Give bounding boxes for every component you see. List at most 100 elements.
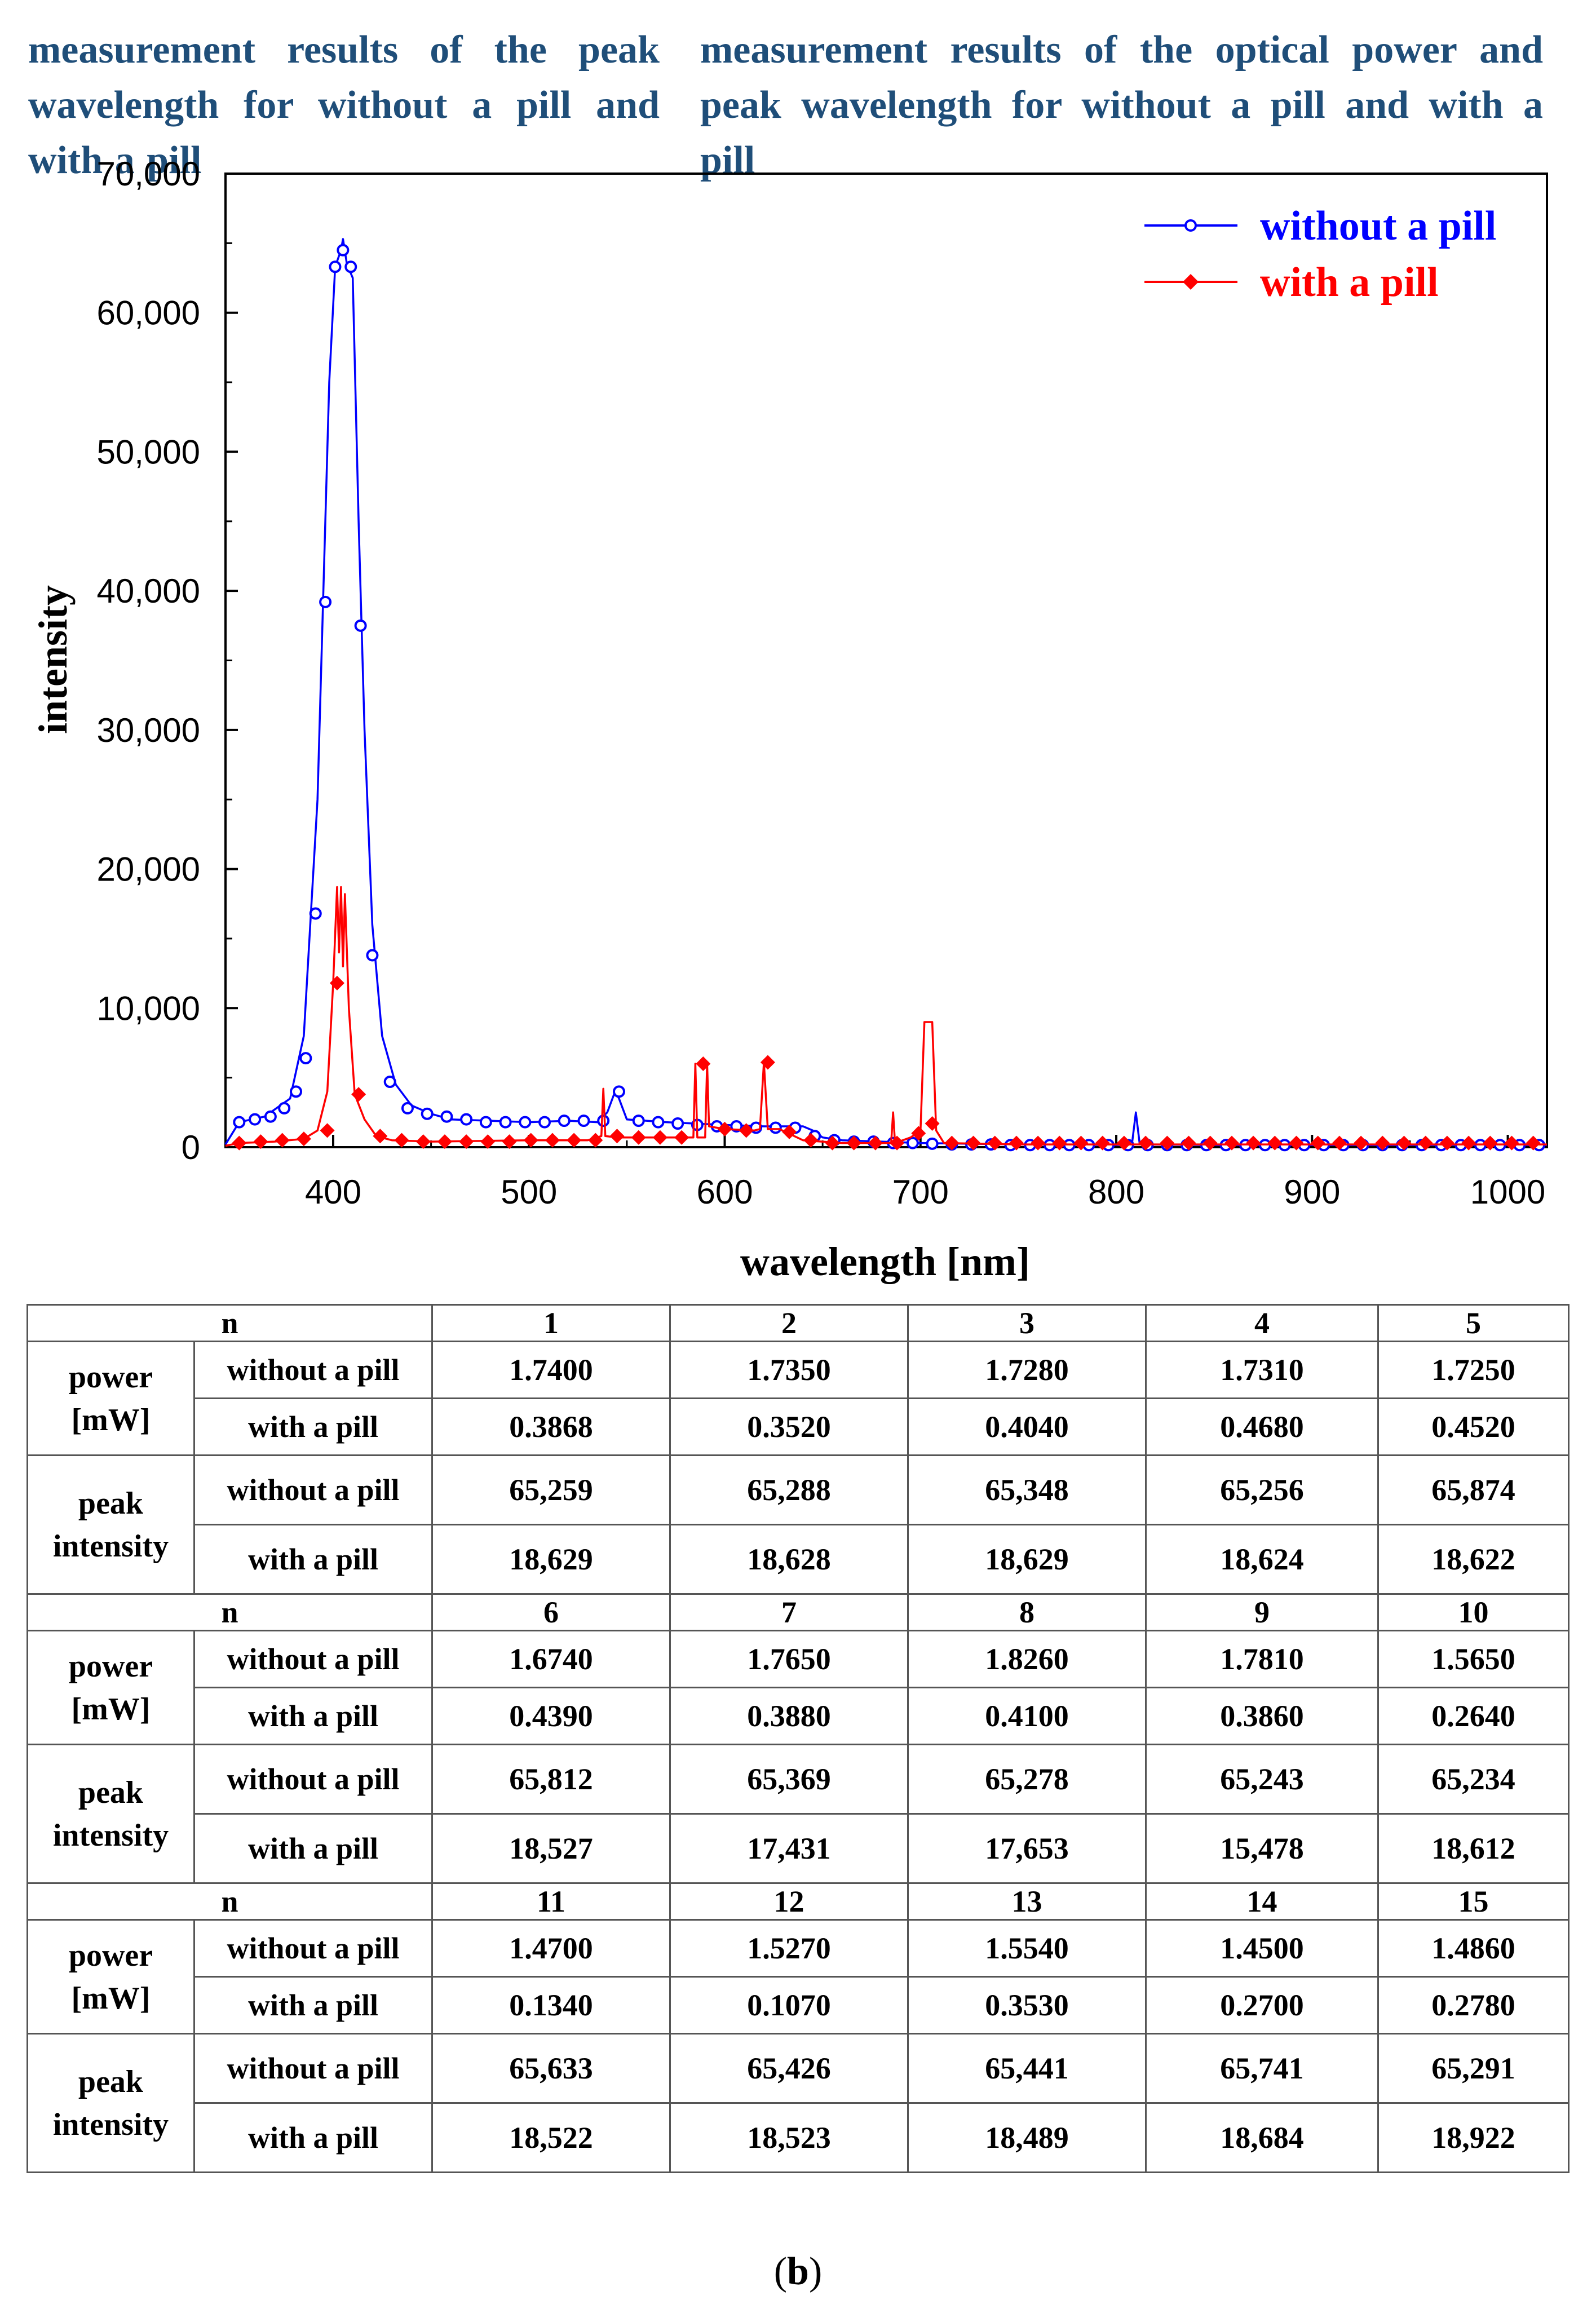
peak-without-pill-cell: 65,234	[1377, 1744, 1570, 1815]
data-point-circle	[612, 1085, 625, 1098]
series-line	[224, 238, 1547, 1147]
data-point-diamond	[890, 1135, 905, 1151]
peak-label: peak	[78, 1775, 144, 1810]
data-point-diamond	[1354, 1135, 1369, 1151]
data-point-circle	[577, 1114, 590, 1127]
n-value-cell: 7	[669, 1593, 909, 1631]
data-point-circle	[597, 1114, 610, 1127]
n-value-cell: 1	[431, 1304, 671, 1342]
power-with-pill-cell: 0.2640	[1377, 1687, 1570, 1745]
x-tick-label: 900	[1284, 1173, 1340, 1211]
peak-label: peak	[78, 1485, 144, 1521]
power-label: power	[68, 1938, 153, 1973]
peak-with-pill-cell: 17,431	[669, 1813, 909, 1884]
peak-without-pill-cell: 65,812	[431, 1744, 671, 1815]
n-value-cell: 13	[907, 1882, 1147, 1921]
peak-without-pill-cell: 65,259	[431, 1454, 671, 1525]
data-point-diamond	[296, 1131, 311, 1147]
power-with-pill-cell: 0.2700	[1145, 1976, 1380, 2034]
measurement-table: n 1 2 3 4 5 power [mW] without a pill 1.7400 1.735…	[26, 1304, 1570, 2173]
y-axis-ticks: 0 10,000 20,000 30,000 40,000 50,000 60,000 70,…	[96, 155, 238, 1166]
data-point-diamond	[782, 1124, 797, 1139]
data-point-diamond	[232, 1135, 247, 1151]
x-tick-label: 800	[1088, 1173, 1144, 1211]
data-point-circle	[354, 619, 367, 632]
power-without-pill-cell: 1.7280	[907, 1341, 1147, 1399]
data-point-circle	[337, 244, 350, 256]
figure-caption: (b)	[0, 2249, 1596, 2294]
data-point-diamond	[925, 1116, 940, 1131]
data-point-diamond	[1138, 1135, 1153, 1151]
power-without-row: power [mW] without a pill 1.4700 1.5270 1.554…	[26, 1919, 1570, 2034]
data-point-diamond	[1095, 1135, 1110, 1151]
n-value-cell: 2	[669, 1304, 909, 1342]
peak-with-pill-cell: 18,612	[1377, 1813, 1570, 1884]
data-point-circle	[421, 1107, 434, 1120]
intensity-label: intensity	[52, 1817, 169, 1853]
y-tick-label: 40,000	[96, 572, 200, 610]
series-line	[225, 886, 1547, 1147]
power-with-row: with a pill 0.4390 0.3880 0.4100 0.3860 0.264…	[28, 1687, 1570, 1745]
power-without-pill-cell: 1.7650	[669, 1630, 909, 1688]
data-point-diamond	[1310, 1135, 1325, 1151]
power-with-pill-cell: 0.4680	[1145, 1397, 1380, 1456]
caption-close: )	[808, 2250, 823, 2293]
n-value-cell: 8	[907, 1593, 1147, 1631]
power-label: power	[68, 1648, 153, 1684]
data-point-diamond	[1396, 1135, 1412, 1151]
power-without-pill-cell: 1.7250	[1377, 1341, 1570, 1399]
data-point-circle	[401, 1102, 414, 1114]
data-point-circle	[479, 1116, 492, 1129]
plot-frame	[224, 173, 1548, 1148]
data-point-circle	[632, 1114, 645, 1127]
without-pill-label: without a pill	[193, 1341, 434, 1399]
heading-left: measurement results of the peak waveleng…	[28, 28, 660, 182]
x-tick-label: 400	[305, 1173, 361, 1211]
power-with-pill-cell: 0.1070	[669, 1976, 909, 2034]
n-value-cell: 9	[1145, 1593, 1380, 1631]
data-point-diamond	[275, 1133, 290, 1148]
x-tick-label: 600	[696, 1173, 753, 1211]
data-point-diamond	[1267, 1135, 1283, 1151]
power-with-pill-cell: 0.3880	[669, 1687, 909, 1745]
peak-without-pill-cell: 65,441	[907, 2033, 1147, 2104]
data-point-diamond	[1116, 1135, 1131, 1151]
data-point-diamond	[1439, 1135, 1454, 1151]
data-point-circle	[671, 1117, 684, 1130]
series-without-pill	[224, 238, 1547, 1152]
with-pill-label: with a pill	[193, 1813, 434, 1884]
data-point-diamond	[1160, 1135, 1175, 1151]
data-point-diamond	[567, 1133, 582, 1148]
peak-with-pill-cell: 18,922	[1377, 2102, 1570, 2173]
data-point-diamond	[1009, 1135, 1024, 1151]
data-point-diamond	[1504, 1135, 1519, 1151]
data-point-diamond	[1418, 1135, 1433, 1151]
power-without-pill-cell: 1.4860	[1377, 1919, 1570, 1978]
data-point-diamond	[1052, 1135, 1067, 1151]
legend-label-without-pill: without a pill	[1260, 203, 1496, 249]
data-point-circle	[906, 1136, 919, 1149]
peak-without-row: peak intensity without a pill 65,633 65,426 6…	[26, 2033, 1570, 2173]
peak-with-pill-cell: 18,523	[669, 2102, 909, 2173]
data-point-circle	[329, 260, 342, 273]
peak-without-pill-cell: 65,741	[1145, 2033, 1380, 2104]
peak-without-pill-cell: 65,243	[1145, 1744, 1380, 1815]
data-point-circle	[499, 1116, 512, 1129]
data-point-diamond	[1483, 1135, 1498, 1151]
heading-right: measurement results of the optical power…	[700, 28, 1543, 182]
peak-without-row: peak intensity without a pill 65,812 65,369 6…	[26, 1744, 1570, 1884]
data-point-circle	[290, 1085, 303, 1098]
power-without-pill-cell: 1.5270	[669, 1919, 909, 1978]
peak-without-pill-cell: 65,278	[907, 1744, 1147, 1815]
data-point-circle	[299, 1052, 312, 1065]
peak-with-pill-cell: 18,629	[431, 1524, 671, 1595]
peak-with-pill-cell: 15,478	[1145, 1813, 1380, 1884]
power-with-pill-cell: 0.3530	[907, 1976, 1147, 2034]
peak-without-pill-cell: 65,256	[1145, 1454, 1380, 1525]
n-label: n	[26, 1882, 434, 1921]
peak-group-label: peak intensity	[26, 2033, 195, 2173]
without-pill-label: without a pill	[193, 2033, 434, 2104]
power-unit-label: [mW]	[71, 1402, 151, 1438]
series-layer	[224, 238, 1547, 1152]
data-point-diamond	[803, 1133, 819, 1148]
